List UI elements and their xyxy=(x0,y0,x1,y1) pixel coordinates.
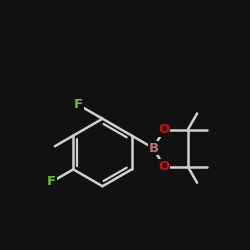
Text: F: F xyxy=(47,176,56,188)
Text: O: O xyxy=(158,123,170,136)
Text: B: B xyxy=(148,142,158,154)
Text: O: O xyxy=(158,160,170,173)
Text: F: F xyxy=(74,98,83,112)
